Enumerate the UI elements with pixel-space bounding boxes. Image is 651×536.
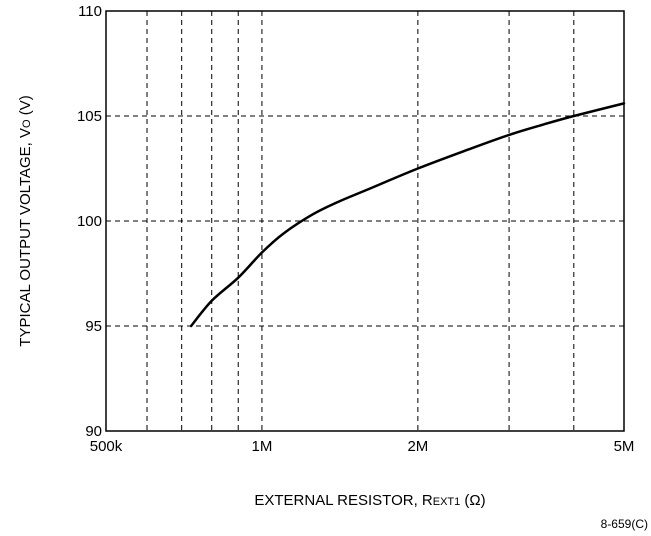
y-tick-label: 100 xyxy=(77,213,102,230)
y-tick-label: 110 xyxy=(78,3,102,20)
y-tick-label: 105 xyxy=(77,108,102,125)
y-axis-label: TYPICAL OUTPUT VOLTAGE, VO (V) xyxy=(17,95,34,346)
tick-labels: 500k 1M 2M 5M 90 95 100 105 110 xyxy=(77,3,634,455)
x-axis-label: EXTERNAL RESISTOR, REXT1 (Ω) xyxy=(254,492,485,509)
x-tick-label: 500k xyxy=(90,438,123,455)
figure-code: 8-659(C) xyxy=(601,517,648,531)
series-line-output-voltage xyxy=(189,102,626,328)
y-tick-label: 95 xyxy=(85,318,102,335)
x-tick-label: 1M xyxy=(252,438,273,455)
plot-frame xyxy=(105,10,625,432)
x-tick-label: 5M xyxy=(614,438,635,455)
y-tick-label: 90 xyxy=(85,423,102,440)
grid-lines xyxy=(106,11,624,431)
x-tick-label: 2M xyxy=(407,438,428,455)
